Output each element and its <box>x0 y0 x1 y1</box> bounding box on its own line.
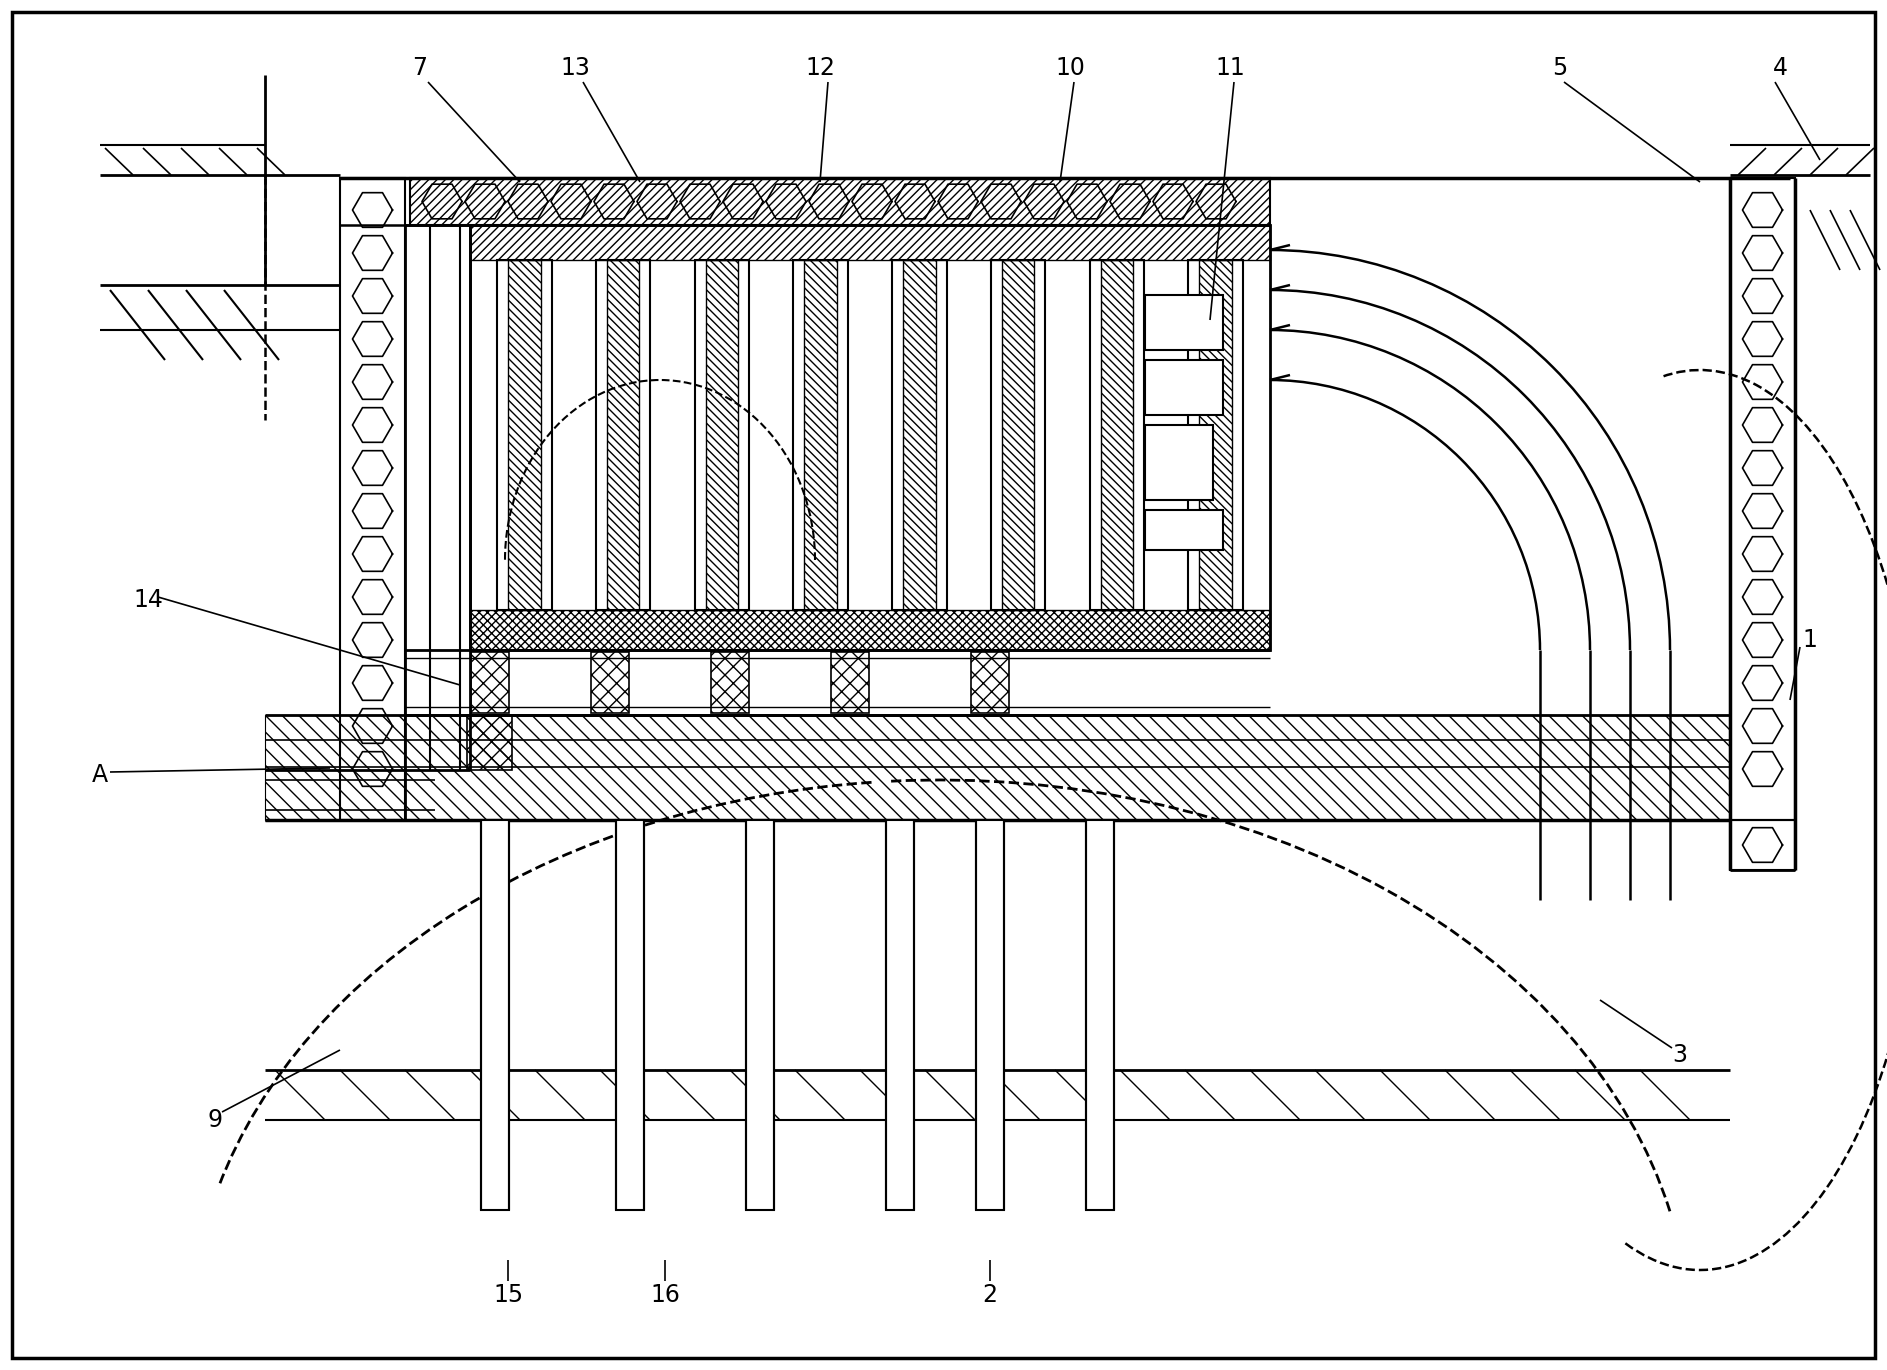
Bar <box>409 178 1270 225</box>
Bar <box>887 821 913 1210</box>
Bar <box>1730 178 1795 821</box>
Bar <box>991 260 1045 610</box>
Text: 5: 5 <box>1553 56 1568 79</box>
Bar <box>1145 360 1223 415</box>
Text: 11: 11 <box>1215 56 1245 79</box>
Bar <box>1089 260 1144 610</box>
Bar <box>496 260 551 610</box>
Bar <box>694 260 749 610</box>
Bar <box>472 652 509 712</box>
Text: 4: 4 <box>1772 56 1787 79</box>
Bar <box>711 652 749 712</box>
Text: 3: 3 <box>1672 1043 1687 1067</box>
Bar <box>976 821 1004 1210</box>
Bar <box>1200 260 1232 610</box>
Bar <box>466 715 511 770</box>
Bar <box>1730 821 1795 870</box>
Bar <box>1145 295 1223 349</box>
Bar <box>1100 260 1134 610</box>
Text: 9: 9 <box>208 1108 223 1132</box>
Bar <box>830 652 870 712</box>
Text: 16: 16 <box>649 1282 679 1307</box>
Text: 7: 7 <box>413 56 428 79</box>
Text: 13: 13 <box>560 56 591 79</box>
Bar <box>608 260 640 610</box>
Bar <box>470 610 1270 649</box>
Bar <box>340 178 406 821</box>
Bar <box>1189 260 1244 610</box>
Bar <box>409 178 1270 225</box>
Text: 12: 12 <box>806 56 834 79</box>
Bar <box>793 260 847 610</box>
Bar <box>706 260 738 610</box>
Bar <box>591 652 628 712</box>
Bar <box>893 260 947 610</box>
Bar <box>1145 510 1223 549</box>
Text: 10: 10 <box>1055 56 1085 79</box>
Bar <box>470 225 1270 260</box>
Text: 2: 2 <box>983 1282 998 1307</box>
Bar <box>1002 260 1034 610</box>
Bar <box>745 821 774 1210</box>
Bar <box>972 652 1010 712</box>
Bar <box>1087 821 1113 1210</box>
Bar <box>481 821 509 1210</box>
Bar <box>264 715 1730 821</box>
Bar <box>1145 425 1213 500</box>
Bar <box>596 260 651 610</box>
Bar <box>470 225 1270 649</box>
Text: 1: 1 <box>1802 627 1817 652</box>
Text: 15: 15 <box>493 1282 523 1307</box>
Bar <box>508 260 542 610</box>
Text: 14: 14 <box>134 588 162 612</box>
Bar <box>904 260 936 610</box>
Bar <box>804 260 838 610</box>
Bar <box>615 821 643 1210</box>
Text: A: A <box>92 763 108 786</box>
